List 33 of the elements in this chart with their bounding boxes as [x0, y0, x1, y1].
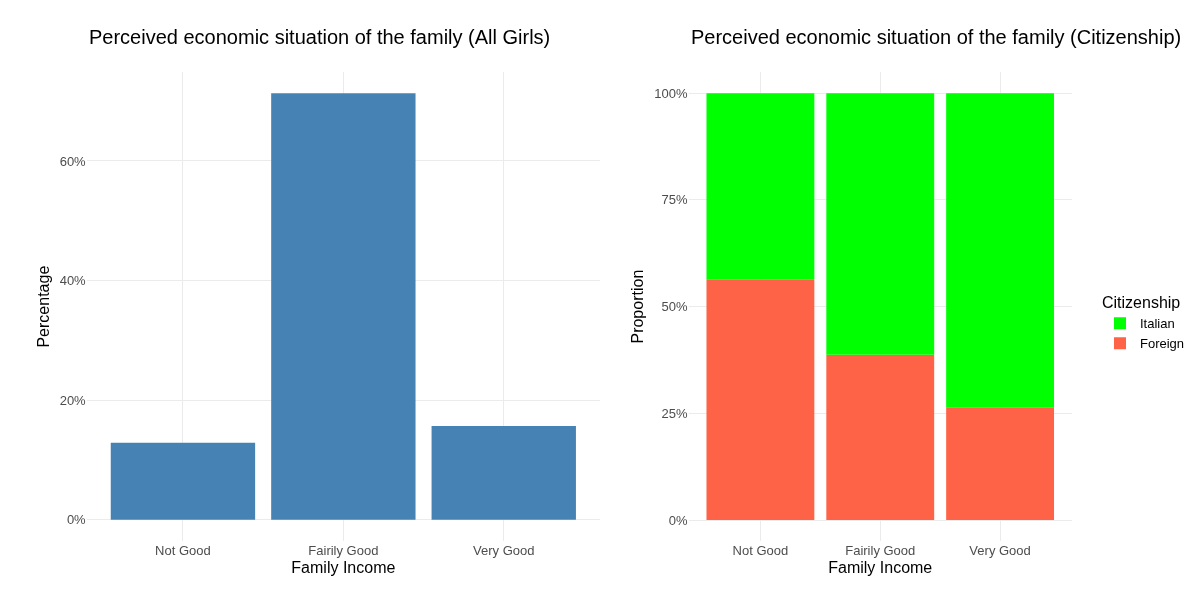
x-tick-label: Very Good	[473, 543, 535, 559]
y-tick-label: 40%	[59, 273, 87, 289]
y-tick-label: 25%	[661, 405, 688, 421]
x-tick-label: Fairily Good	[845, 543, 916, 559]
chart-title: Perceived economic situation of the family (Citizenship)	[691, 26, 1182, 48]
y-tick-label: 20%	[59, 392, 87, 408]
x-axis-title: Family Income	[828, 559, 933, 577]
legend-title: Citizenship	[1102, 294, 1181, 312]
x-tick-label: Very Good	[969, 543, 1031, 559]
bar	[826, 93, 935, 355]
y-tick-label: 60%	[59, 153, 87, 169]
chart-title: Perceived economic situation of the family (All Girls)	[89, 26, 551, 48]
bar	[706, 279, 815, 521]
y-tick-label: 0%	[66, 512, 87, 528]
y-axis-title: Proportion	[629, 269, 647, 344]
x-tick-label: Fairily Good	[308, 543, 379, 559]
bar	[946, 407, 1055, 521]
bar	[431, 425, 576, 520]
bar	[946, 93, 1055, 408]
bar	[271, 93, 416, 520]
y-tick-label: 50%	[661, 299, 688, 315]
bar	[706, 93, 815, 280]
x-axis-title: Family Income	[291, 559, 396, 577]
x-tick-label: Not Good	[155, 543, 211, 559]
legend-label: Foreign	[1140, 336, 1185, 352]
y-tick-label: 75%	[661, 192, 688, 208]
legend-label: Italian	[1140, 316, 1175, 332]
bar	[826, 354, 935, 521]
bar	[110, 442, 256, 520]
x-tick-label: Not Good	[732, 543, 789, 559]
y-tick-label: 0%	[668, 512, 688, 528]
y-tick-label: 100%	[654, 85, 688, 101]
y-axis-title: Percentage	[34, 265, 52, 348]
